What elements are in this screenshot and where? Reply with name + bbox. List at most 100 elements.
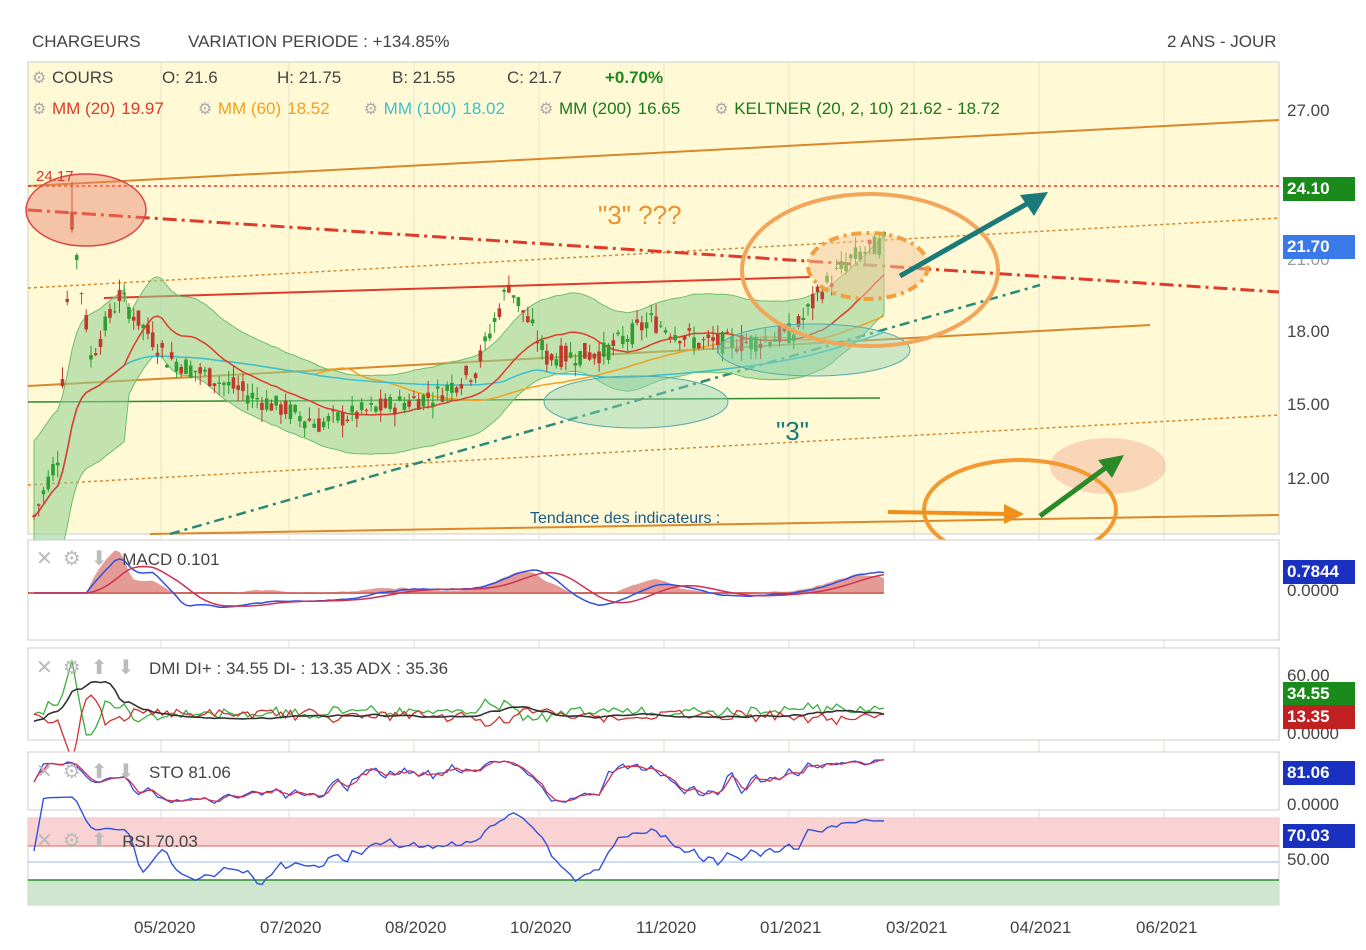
dmi-panel-bg <box>27 647 1280 741</box>
axis-tick: 12.00 <box>1287 469 1330 488</box>
macd-signal <box>34 565 885 607</box>
adx-line <box>33 680 885 722</box>
candle <box>483 336 487 342</box>
x-tick: 01/2021 <box>760 918 822 937</box>
close-icon[interactable]: ✕ <box>36 761 53 783</box>
candle <box>103 316 108 331</box>
candle <box>426 392 430 398</box>
axis-tick: 18.00 <box>1287 322 1330 341</box>
candle <box>155 352 160 356</box>
macd-histogram <box>34 550 884 593</box>
candle <box>478 350 483 362</box>
candle <box>454 387 459 393</box>
candle <box>640 322 644 331</box>
arrow-down-icon[interactable]: ⬇ <box>117 657 135 679</box>
candle <box>131 316 136 321</box>
arrow-up-icon[interactable]: ⬆ <box>90 657 108 679</box>
period-selector[interactable]: 2 ANS - JOUR <box>1167 32 1277 51</box>
gear-icon[interactable]: ⚙ <box>62 761 81 783</box>
arrow-down-icon[interactable]: ⬇ <box>117 761 135 783</box>
sto-panel-bg <box>27 751 1280 811</box>
candle <box>203 369 207 372</box>
arrow-up-icon[interactable]: ⬆ <box>90 830 108 852</box>
candle <box>777 325 782 342</box>
candle <box>350 405 354 413</box>
candle <box>388 397 392 410</box>
candle <box>587 352 592 360</box>
channel-dotted-2 <box>27 414 1280 486</box>
candle <box>758 343 763 349</box>
peak-label: 24.17 <box>36 168 74 185</box>
candle <box>492 317 497 323</box>
candle <box>730 336 734 348</box>
candle <box>564 345 568 362</box>
arrow-up-icon[interactable]: ⬆ <box>90 761 108 783</box>
candle <box>815 286 820 293</box>
candle <box>41 490 46 495</box>
candle <box>136 310 141 326</box>
gear-icon[interactable]: ⚙ <box>714 101 729 118</box>
candle <box>70 211 74 230</box>
dmi-top: 60.00 <box>1287 666 1330 685</box>
candle <box>611 340 616 346</box>
candle <box>312 423 316 428</box>
candle <box>644 322 649 329</box>
candle <box>488 333 492 339</box>
candle <box>473 373 478 379</box>
candle <box>112 311 117 313</box>
three-label: "3" <box>776 416 809 446</box>
candle <box>431 402 435 407</box>
symbol-title: CHARGEURS <box>32 32 141 51</box>
dmi-header: ✕ ⚙ ⬆ ⬇ DMI DI+ : 34.55 DI- : 13.35 ADX : 3… <box>36 655 448 680</box>
up-arrow-green <box>1038 463 1110 519</box>
candle <box>649 313 654 316</box>
candle <box>288 404 293 419</box>
candle <box>573 362 578 366</box>
candle <box>150 332 155 348</box>
candle <box>701 339 706 341</box>
candle <box>60 379 65 387</box>
gear-icon[interactable]: ⚙ <box>538 101 554 118</box>
sto-value: 81.06 <box>188 763 231 782</box>
close-icon[interactable]: ✕ <box>36 548 53 570</box>
close-icon[interactable]: ✕ <box>36 830 53 852</box>
gear-icon[interactable]: ⚙ <box>62 657 81 679</box>
gear-icon[interactable]: ⚙ <box>197 101 213 118</box>
mm60-label: MM (60) <box>217 99 282 118</box>
candle <box>602 342 606 357</box>
dmi-detail: DI+ : 34.55 DI- : 13.35 ADX : 35.36 <box>184 659 449 678</box>
close-icon[interactable]: ✕ <box>36 657 53 679</box>
candle <box>127 307 131 319</box>
candle <box>715 334 720 345</box>
candle <box>302 421 307 429</box>
sto-zero: 0.0000 <box>1287 795 1339 814</box>
candle <box>345 419 350 422</box>
candle <box>179 367 184 374</box>
candle <box>549 354 554 361</box>
gear-icon[interactable]: ⚙ <box>62 830 81 852</box>
candle <box>108 308 112 318</box>
gear-icon[interactable]: ⚙ <box>62 548 81 570</box>
candle <box>336 411 340 421</box>
candle <box>526 316 530 323</box>
candle <box>245 395 250 404</box>
up-arrow-teal <box>898 199 1032 279</box>
gear-icon[interactable]: ⚙ <box>32 70 47 87</box>
keltner-label: KELTNER (20, 2, 10) <box>734 99 894 118</box>
dmi-label: DMI <box>148 659 181 678</box>
candle <box>464 365 468 376</box>
peak-ellipse <box>25 173 147 247</box>
right-arrow-orange-head <box>1004 504 1024 524</box>
candle <box>165 364 169 368</box>
gear-icon[interactable]: ⚙ <box>363 101 378 118</box>
gear-icon[interactable]: ⚙ <box>32 101 47 118</box>
candle <box>264 398 269 410</box>
rsi-mid: 50.00 <box>1287 850 1330 869</box>
di-minus-line <box>33 694 885 763</box>
close-value: C: 21.7 <box>507 68 562 87</box>
candle <box>321 421 326 428</box>
candle <box>440 395 445 402</box>
candle <box>583 343 587 359</box>
arrow-down-icon[interactable]: ⬇ <box>90 548 108 570</box>
